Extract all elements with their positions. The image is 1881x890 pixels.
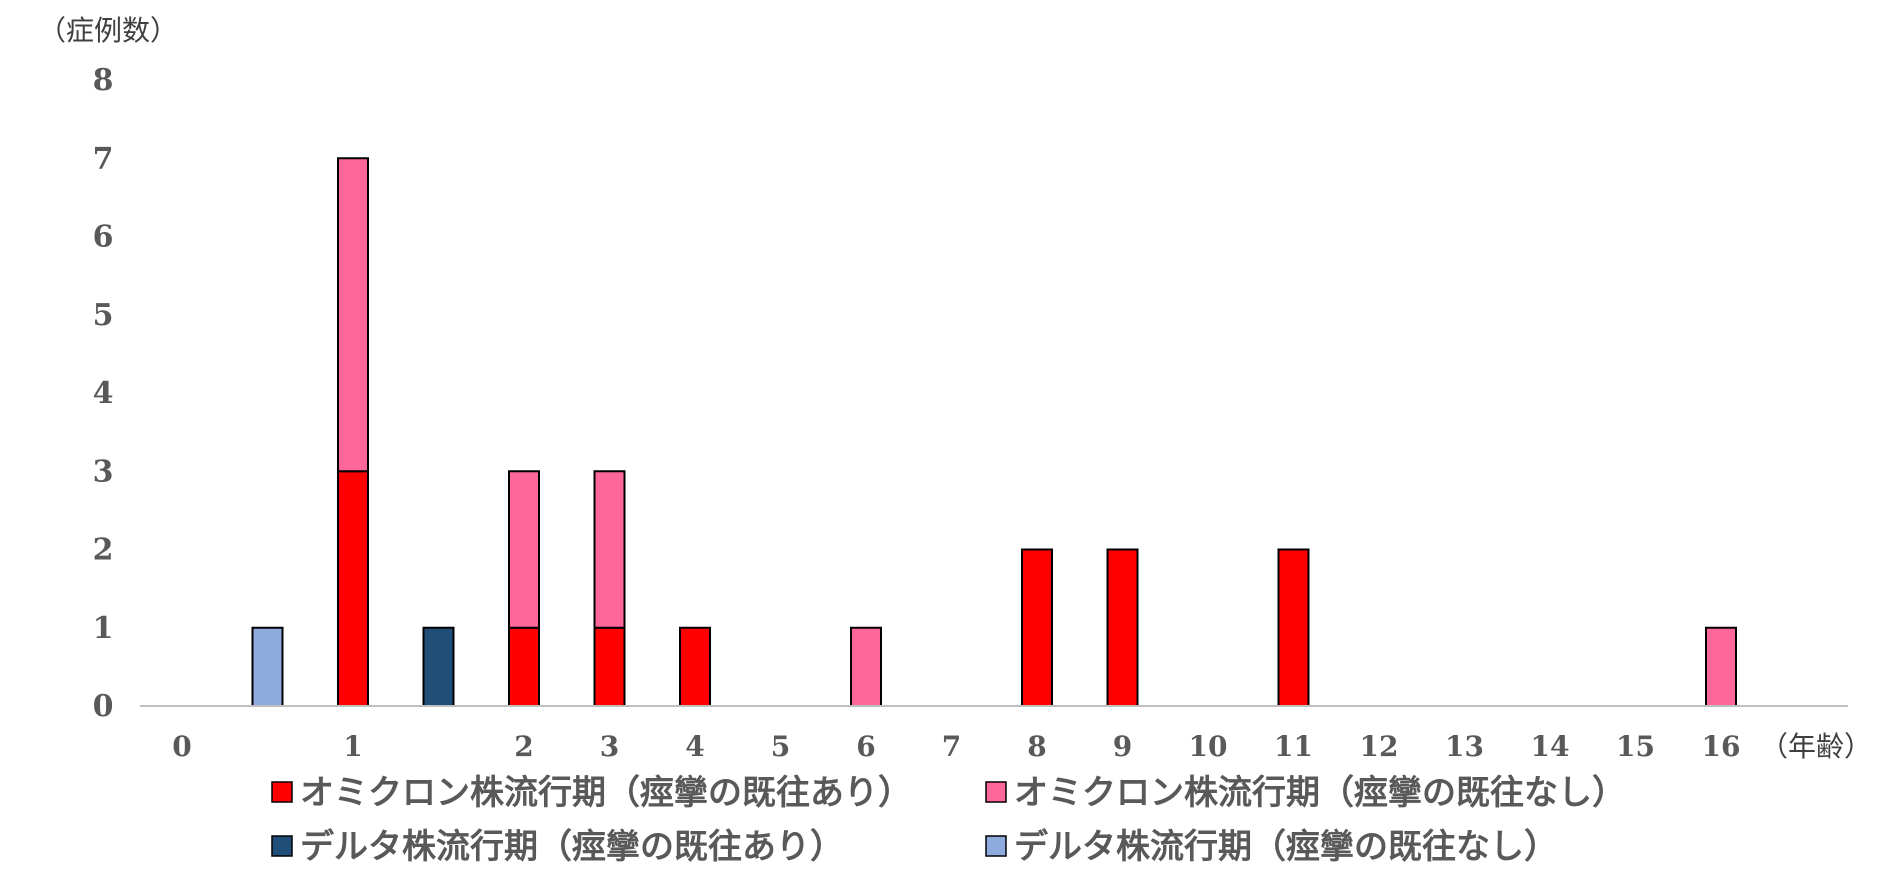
legend-item: オミクロン株流行期（痙攣の既往あり） (271, 773, 912, 813)
legend-swatch (271, 781, 293, 803)
legend-label: デルタ株流行期（痙攣の既往なし） (1014, 827, 1558, 867)
bar-segment (251, 626, 284, 707)
x-tick-label: 16 (1702, 730, 1741, 763)
y-tick-label: 2 (93, 533, 114, 568)
bars (251, 157, 1737, 707)
legend: オミクロン株流行期（痙攣の既往あり） オミクロン株流行期（痙攣の既往なし） デルタ株… (271, 773, 1626, 867)
x-tick-label: 2 (514, 730, 533, 763)
x-tick-label: 13 (1445, 730, 1484, 763)
y-tick-label: 1 (93, 611, 114, 646)
bar-segment (422, 626, 455, 707)
bar-segment (337, 157, 369, 473)
bar-segment (679, 626, 711, 707)
x-tick-label: 11 (1274, 730, 1313, 763)
x-tick-label: 7 (942, 730, 961, 763)
x-tick-label: 8 (1027, 730, 1046, 763)
legend-item: デルタ株流行期（痙攣の既往あり） (271, 827, 844, 867)
x-tick-label: 14 (1531, 730, 1570, 763)
legend-swatch (271, 835, 293, 857)
bar-segment (593, 626, 626, 707)
y-tick-label: 6 (93, 220, 114, 255)
y-axis-title: （症例数） (38, 14, 178, 47)
legend-swatch (985, 781, 1007, 803)
bar-segment (1705, 626, 1737, 707)
x-tick-label: 4 (685, 730, 704, 763)
y-tick-label: 7 (93, 141, 114, 176)
y-axis-ticks: 0 1 2 3 4 5 6 7 8 (93, 63, 114, 724)
y-tick-label: 8 (93, 63, 114, 98)
x-tick-label: 12 (1360, 730, 1399, 763)
bar-segment (337, 470, 369, 707)
x-tick-label: 15 (1616, 730, 1655, 763)
bar-segment (508, 626, 540, 707)
bar-segment (1021, 548, 1053, 707)
bar-segment (1277, 548, 1310, 707)
x-axis-ticks: 0 1 2 3 4 5 6 7 8 9 10 11 12 13 14 15 16 (172, 730, 1740, 763)
legend-item: デルタ株流行期（痙攣の既往なし） (985, 827, 1558, 867)
bar-segment (508, 470, 540, 629)
y-tick-label: 4 (93, 376, 114, 411)
x-tick-label: 1 (343, 730, 362, 763)
x-tick-label: 10 (1189, 730, 1228, 763)
x-tick-label: 5 (771, 730, 790, 763)
bar-segment (850, 626, 882, 707)
legend-swatch (985, 835, 1007, 857)
y-tick-label: 3 (93, 454, 114, 489)
bar-segment (593, 470, 626, 629)
legend-label: デルタ株流行期（痙攣の既往あり） (300, 827, 844, 867)
x-tick-label: 3 (600, 730, 619, 763)
x-tick-label: 0 (172, 730, 191, 763)
legend-label: オミクロン株流行期（痙攣の既往あり） (300, 773, 912, 813)
legend-label: オミクロン株流行期（痙攣の既往なし） (1014, 773, 1626, 813)
legend-item: オミクロン株流行期（痙攣の既往なし） (985, 773, 1626, 813)
y-tick-label: 0 (93, 689, 114, 724)
bar-segment (1106, 548, 1139, 707)
y-tick-label: 5 (93, 298, 114, 333)
x-axis-title: （年齢） (1760, 730, 1872, 763)
x-tick-label: 9 (1113, 730, 1132, 763)
x-tick-label: 6 (856, 730, 875, 763)
